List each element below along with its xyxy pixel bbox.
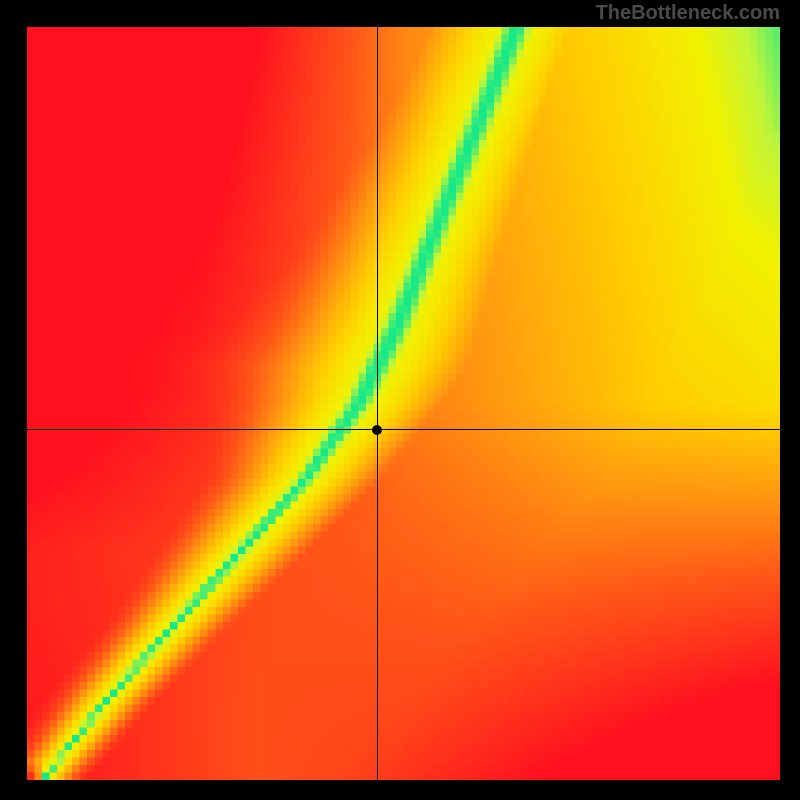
crosshair-horizontal	[27, 429, 780, 430]
crosshair-dot	[372, 425, 382, 435]
watermark-text: TheBottleneck.com	[596, 2, 780, 25]
crosshair-vertical	[377, 27, 378, 780]
chart-container: TheBottleneck.com	[0, 0, 800, 800]
heatmap-canvas	[27, 27, 780, 780]
